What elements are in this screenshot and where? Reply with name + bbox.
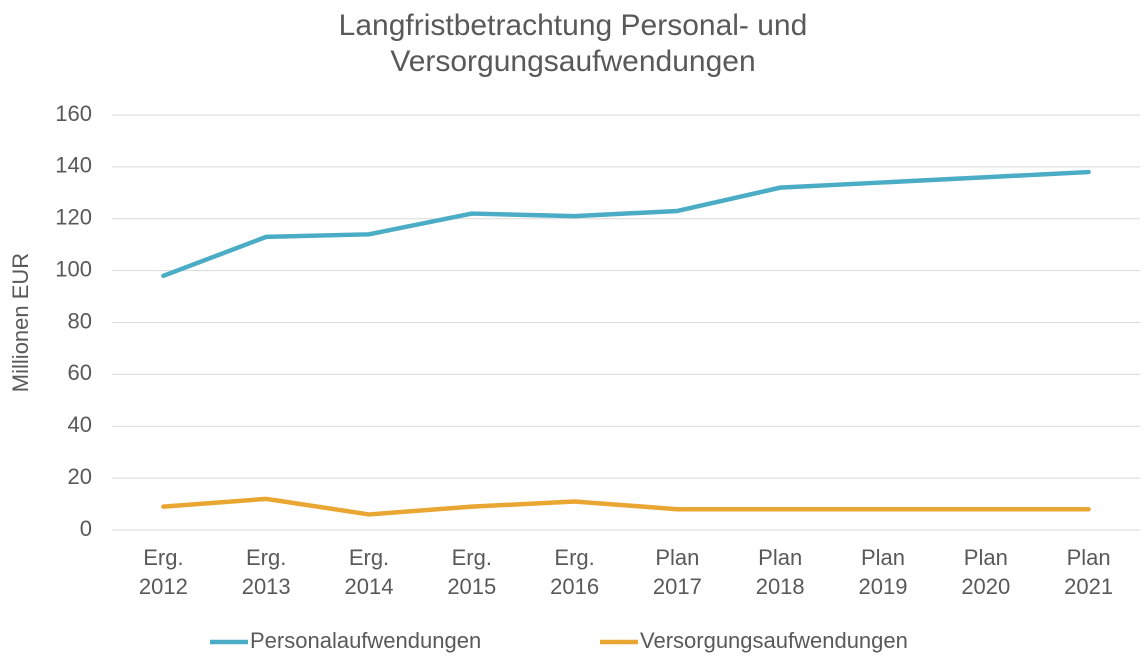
line-series <box>161 169 1091 279</box>
x-tick-label: Erg. 2012 <box>138 545 188 599</box>
y-tick-label: 160 <box>55 101 92 126</box>
x-tick-label: Plan 2017 <box>652 545 702 599</box>
legend-label: Personalaufwendungen <box>250 628 481 653</box>
x-tick-label: Erg. 2016 <box>550 545 600 599</box>
x-tick-label: Erg. 2015 <box>447 545 497 599</box>
y-tick-label: 20 <box>68 464 92 489</box>
x-tick-label: Erg. 2013 <box>241 545 291 599</box>
y-tick-label: 40 <box>68 412 92 437</box>
chart-title: Langfristbetrachtung Personal- und Verso… <box>338 9 808 78</box>
y-tick-label: 100 <box>55 256 92 281</box>
y-tick-label: 120 <box>55 205 92 230</box>
x-tick-label: Plan 2019 <box>858 545 908 599</box>
y-tick-label: 140 <box>55 153 92 178</box>
x-tick-label: Plan 2021 <box>1064 545 1114 599</box>
y-tick-label: 60 <box>68 360 92 385</box>
x-tick-label: Plan 2018 <box>755 545 805 599</box>
line-series <box>161 496 1091 517</box>
x-tick-label: Erg. 2014 <box>344 545 394 599</box>
y-tick-label: 0 <box>80 516 92 541</box>
y-axis-label: Millionen EUR <box>8 253 33 392</box>
y-tick-label: 80 <box>68 308 92 333</box>
x-tick-label: Plan 2020 <box>961 545 1011 599</box>
legend-label: Versorgungsaufwendungen <box>640 628 908 653</box>
